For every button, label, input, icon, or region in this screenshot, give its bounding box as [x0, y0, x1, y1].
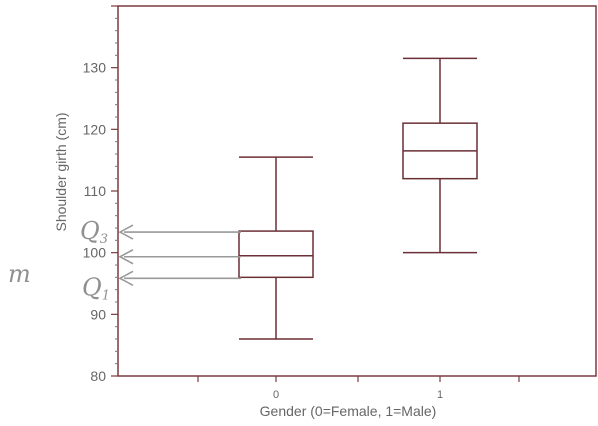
x-tick-label: 1 [437, 389, 443, 401]
x-axis-title: Gender (0=Female, 1=Male) [260, 403, 437, 419]
median-arrow-head [118, 249, 134, 265]
box-1 [402, 57, 478, 254]
y-axis-title: Shoulder girth (cm) [53, 112, 69, 231]
x-tick-label: 0 [273, 389, 279, 401]
plot-frame [117, 5, 597, 377]
q3-arrow-head [118, 224, 134, 240]
median-label: m [8, 260, 31, 288]
y-tick-label: 120 [83, 121, 107, 137]
q1-arrow-head [118, 270, 134, 287]
handwritten-annotations: Q3 m Q1 [8, 217, 241, 303]
y-tick-label: 130 [83, 60, 107, 76]
y-tick-label: 80 [90, 368, 106, 384]
y-tick-label: 90 [90, 306, 106, 322]
box-series [238, 57, 478, 340]
q1-arrow [118, 270, 241, 287]
q1-label: Q1 [82, 273, 110, 303]
y-tick-label: 100 [83, 245, 107, 261]
plot-border [117, 5, 597, 377]
box-0 [238, 156, 314, 340]
q3-arrow [118, 224, 241, 240]
y-tick-label: 110 [84, 183, 107, 199]
q3-label: Q3 [80, 217, 108, 247]
median-arrow [118, 249, 241, 265]
y-axis: 80 90 100 110 120 130 [83, 5, 118, 384]
iqr-box [238, 230, 314, 279]
